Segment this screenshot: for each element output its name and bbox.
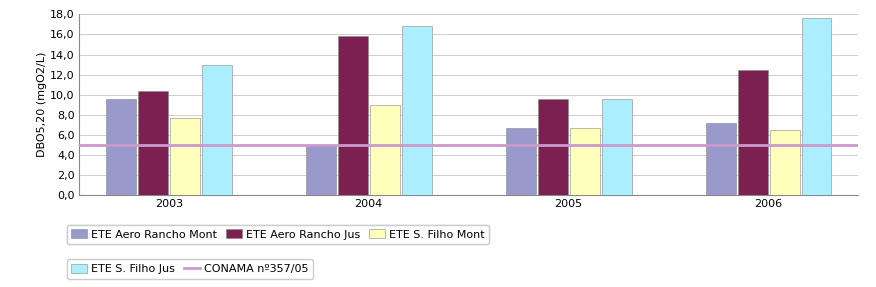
Bar [201, 65, 232, 195]
Bar [505, 128, 535, 195]
Bar [106, 99, 136, 195]
Legend: ETE Aero Rancho Mont, ETE Aero Rancho Jus, ETE S. Filho Mont: ETE Aero Rancho Mont, ETE Aero Rancho Ju… [67, 225, 490, 244]
Bar [306, 145, 336, 195]
Bar [402, 26, 432, 195]
Bar [170, 118, 200, 195]
Bar [769, 130, 800, 195]
Y-axis label: DBO5,20 (mgO2/L): DBO5,20 (mgO2/L) [38, 52, 47, 158]
Bar [370, 105, 399, 195]
Bar [338, 36, 368, 195]
Bar [738, 70, 767, 195]
Bar [602, 99, 632, 195]
Bar [138, 91, 168, 195]
Bar [705, 123, 736, 195]
Legend: ETE S. Filho Jus, CONAMA nº357/05: ETE S. Filho Jus, CONAMA nº357/05 [67, 259, 313, 279]
Bar [538, 99, 568, 195]
Bar [802, 18, 831, 195]
Bar [569, 128, 599, 195]
